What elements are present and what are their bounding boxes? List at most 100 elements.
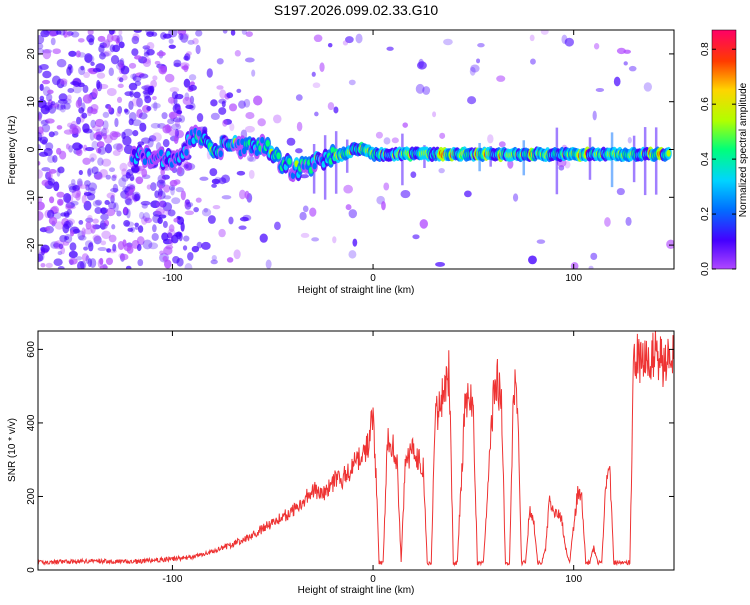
heatmap-cell <box>487 134 494 144</box>
heatmap-cell <box>210 259 218 265</box>
heatmap-cell <box>76 256 83 261</box>
heatmap-cell <box>348 209 358 219</box>
heatmap-cell <box>122 135 132 146</box>
heatmap-cell <box>178 33 184 41</box>
heatmap-cell <box>175 187 184 193</box>
heatmap-cell <box>100 128 108 137</box>
heatmap-cell <box>152 224 157 233</box>
heatmap-cell <box>218 107 227 115</box>
heatmap-cell <box>469 66 476 76</box>
heatmap-cell <box>123 207 128 215</box>
heatmap-cell <box>88 242 94 252</box>
heatmap-cell <box>52 48 61 55</box>
heatmap-cell <box>244 57 255 63</box>
heatmap-cell <box>156 179 166 189</box>
heatmap-cell <box>210 112 220 121</box>
heatmap-cell <box>160 32 167 40</box>
heatmap-cell <box>102 120 109 130</box>
heatmap-cell <box>38 136 42 142</box>
heatmap-cell <box>124 91 133 97</box>
heatmap-cell <box>38 114 42 121</box>
heatmap-cell <box>187 39 195 45</box>
heatmap-cell <box>86 34 95 43</box>
heatmap-cell <box>68 250 78 259</box>
heatmap-cell <box>188 84 197 91</box>
heatmap-ridge-core <box>312 162 317 170</box>
heatmap-cell <box>410 171 417 179</box>
heatmap-cell <box>133 91 141 99</box>
heatmap-cell <box>104 143 113 154</box>
heatmap-cell <box>118 41 125 49</box>
heatmap-cell <box>352 238 358 247</box>
heatmap-cell <box>238 189 246 200</box>
heatmap-cell <box>219 89 227 99</box>
heatmap-cell <box>245 31 253 37</box>
heatmap-cell <box>118 77 124 83</box>
heatmap-cell <box>42 49 52 60</box>
heatmap-cell <box>91 125 102 132</box>
heatmap-cell <box>476 58 481 64</box>
heatmap-cell <box>70 81 80 86</box>
heatmap-cell <box>512 193 519 202</box>
heatmap-cell <box>402 122 408 128</box>
heatmap-cell <box>40 30 50 38</box>
snr-frame <box>37 330 675 571</box>
colorbar-ticks: 0.0 0.2 0.4 0.6 0.8 <box>700 42 736 276</box>
heatmap-cell <box>116 210 122 217</box>
heatmap-cell <box>106 33 114 43</box>
heatmap-cell <box>348 79 356 86</box>
heatmap-cell <box>132 73 137 81</box>
heatmap-cell <box>151 132 162 142</box>
heatmap-cell <box>158 214 167 219</box>
heatmap-cell <box>191 245 200 253</box>
heatmap-cell <box>244 190 250 200</box>
heatmap-cell <box>211 178 220 185</box>
heatmap-ridge-core <box>218 150 223 158</box>
heatmap-cell <box>53 258 63 266</box>
heatmap-cell <box>172 117 183 123</box>
heatmap-cell <box>38 65 43 74</box>
heatmap-cell <box>123 108 129 113</box>
heatmap-cell <box>345 204 352 211</box>
heatmap-cell <box>38 126 44 135</box>
heatmap-cell <box>151 102 161 109</box>
heatmap-cell <box>311 237 320 242</box>
heatmap-cell <box>87 67 95 73</box>
y-tick-label: 200 <box>26 488 37 505</box>
heatmap-cell <box>134 222 139 227</box>
heatmap-cell <box>78 65 86 76</box>
heatmap-cell <box>161 112 168 120</box>
heatmap-cell <box>77 38 85 43</box>
heatmap-cell <box>38 132 43 141</box>
heatmap-cell <box>496 75 506 82</box>
heatmap-cell <box>168 224 175 233</box>
heatmap-cell <box>44 118 55 124</box>
heatmap-cell <box>158 184 164 190</box>
heatmap-cell <box>595 87 605 92</box>
heatmap-cell <box>108 67 114 77</box>
heatmap-cell <box>233 249 241 260</box>
heatmap-cell <box>355 33 363 44</box>
heatmap-cell <box>238 225 247 230</box>
heatmap-cell <box>593 43 600 50</box>
heatmap-cell <box>131 48 139 57</box>
heatmap-cell <box>63 193 72 203</box>
heatmap-cell <box>126 208 131 219</box>
heatmap-cell <box>104 199 110 205</box>
heatmap-cell <box>149 85 155 93</box>
heatmap-cell <box>57 166 65 174</box>
heatmap-cell <box>111 175 117 182</box>
heatmap-cell <box>54 221 64 230</box>
heatmap-cell <box>136 97 143 108</box>
heatmap-cell <box>156 200 166 209</box>
heatmap-cell <box>477 42 485 48</box>
heatmap-cell <box>464 190 472 198</box>
heatmap-cell <box>48 169 57 174</box>
heatmap-cell <box>110 187 119 193</box>
heatmap-cell <box>418 58 424 69</box>
heatmap-cell <box>186 51 192 56</box>
heatmap-cell <box>163 195 172 200</box>
heatmap-cell <box>47 170 53 181</box>
heatmap-cell <box>171 197 181 205</box>
heatmap-cell <box>97 157 104 166</box>
